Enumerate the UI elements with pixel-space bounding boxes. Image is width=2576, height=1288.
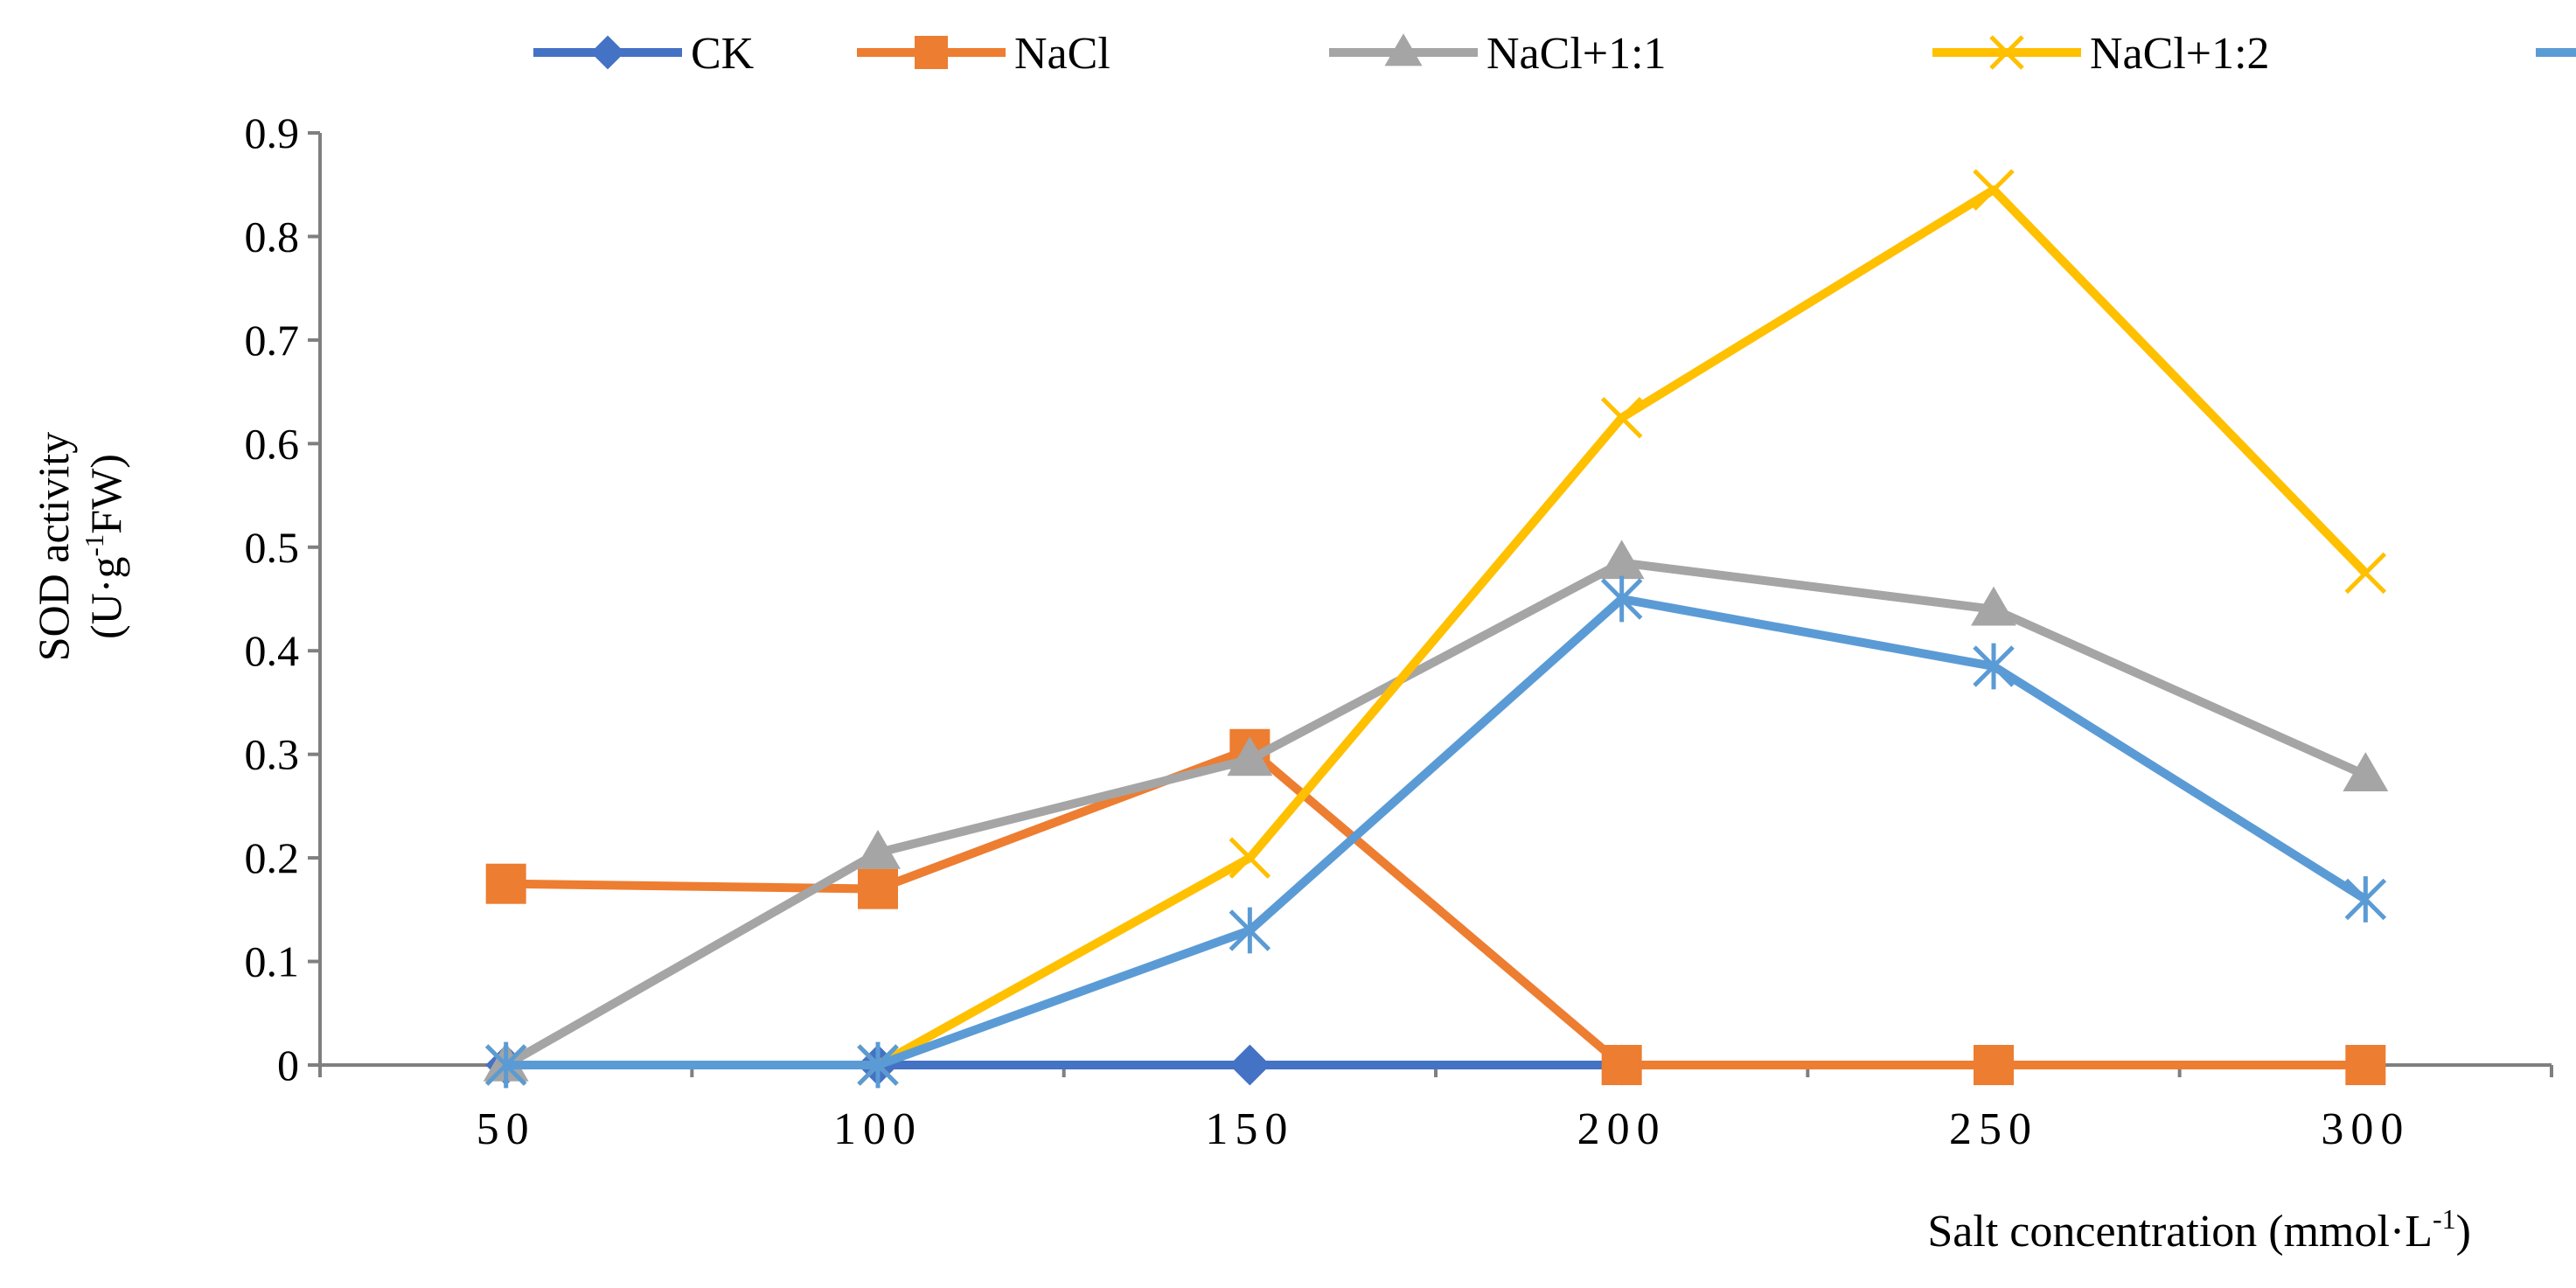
axes: 0 0.1 0.2 0.3 0.4 0.5 0.6 0.7 0.8 0.9 50 100 150 200 2… xyxy=(245,108,2553,1154)
data-point xyxy=(2344,876,2387,922)
data-point xyxy=(1227,736,1273,776)
data-point xyxy=(2344,552,2387,595)
y-axis-title: SOD activity xyxy=(29,432,78,661)
series-NaCl+1:2 xyxy=(484,169,2387,1086)
data-point xyxy=(1600,575,1643,623)
legend-label: NaCl+1:1 xyxy=(1486,29,1667,79)
data-point xyxy=(855,829,901,869)
data-point xyxy=(484,1041,527,1089)
data-point xyxy=(2343,752,2389,791)
legend-label: NaCl xyxy=(1014,29,1110,79)
x-axis-title-text: Salt concentration (mmol·L xyxy=(1927,1207,2433,1257)
data-point xyxy=(1229,837,1271,879)
series-NaCl+1:1 xyxy=(483,540,2389,1082)
legend-label: NaCl+1:2 xyxy=(2090,29,2270,79)
y-tick-label: 0.7 xyxy=(245,316,300,365)
y-tick-label: 0.2 xyxy=(245,833,300,882)
legend-item: NaCl+1:1 xyxy=(1329,29,1667,79)
y-axis-unit-start: (U·g xyxy=(81,557,130,639)
series-NaCl+2:1 xyxy=(484,575,2387,1089)
data-point xyxy=(1229,907,1271,954)
x-tick-label: 300 xyxy=(2321,1104,2410,1154)
data-point xyxy=(1229,1044,1271,1086)
x-tick-label: 250 xyxy=(1949,1104,2038,1154)
data-point xyxy=(1598,540,1645,580)
legend-marker xyxy=(590,35,625,70)
y-tick-label: 0.1 xyxy=(245,937,300,986)
data-point xyxy=(1600,396,1643,439)
data-point xyxy=(2345,1045,2386,1085)
y-axis-unit-sup: -1 xyxy=(79,534,109,557)
legend-marker xyxy=(915,36,948,69)
y-tick-label: 0.9 xyxy=(245,108,300,157)
legend-item: NaCl xyxy=(857,29,1110,79)
series-layer xyxy=(483,169,2389,1089)
data-point xyxy=(858,868,898,909)
legend-marker xyxy=(1989,35,2024,70)
x-axis-title: Salt concentration (mmol·L-1) xyxy=(1927,1203,2471,1257)
series-line xyxy=(505,185,2369,1069)
legend-label: CK xyxy=(691,29,755,79)
data-point xyxy=(1601,1045,1642,1085)
x-tick-label: 50 xyxy=(477,1104,536,1154)
series-line xyxy=(504,558,2368,1069)
y-tick-label: 0.3 xyxy=(245,730,300,779)
x-tick-label: 100 xyxy=(833,1104,922,1154)
data-point xyxy=(1973,643,2015,690)
y-tick-label: 0 xyxy=(277,1041,299,1090)
y-axis-unit: (U·g-1FW) xyxy=(79,454,130,639)
legend: CK NaCl NaCl+1:1 NaCl+1:2 NaCl+2:1 xyxy=(533,29,2576,79)
y-tick-label: 0.6 xyxy=(245,419,300,468)
y-tick-label: 0.5 xyxy=(245,523,300,572)
y-axis-unit-end: FW) xyxy=(81,454,130,534)
legend-item: NaCl+2:1 xyxy=(2536,48,2576,57)
legend-marker xyxy=(1384,33,1423,66)
data-point xyxy=(1973,169,2015,211)
legend-item: CK xyxy=(533,29,755,79)
x-tick-label: 200 xyxy=(1577,1104,1667,1154)
series-line xyxy=(505,595,2368,1069)
data-point xyxy=(857,1041,899,1089)
x-tick-label: 150 xyxy=(1205,1104,1294,1154)
legend-item: NaCl+1:2 xyxy=(1932,29,2270,79)
series-NaCl xyxy=(485,728,2386,1085)
y-tick-label: 0.4 xyxy=(245,626,300,675)
x-axis-title-sup: -1 xyxy=(2433,1203,2456,1235)
data-point xyxy=(485,863,526,904)
y-tick-label: 0.8 xyxy=(245,212,300,261)
data-point xyxy=(1974,1045,2014,1085)
data-point xyxy=(1971,586,2016,626)
x-axis-title-end: ) xyxy=(2456,1207,2471,1257)
